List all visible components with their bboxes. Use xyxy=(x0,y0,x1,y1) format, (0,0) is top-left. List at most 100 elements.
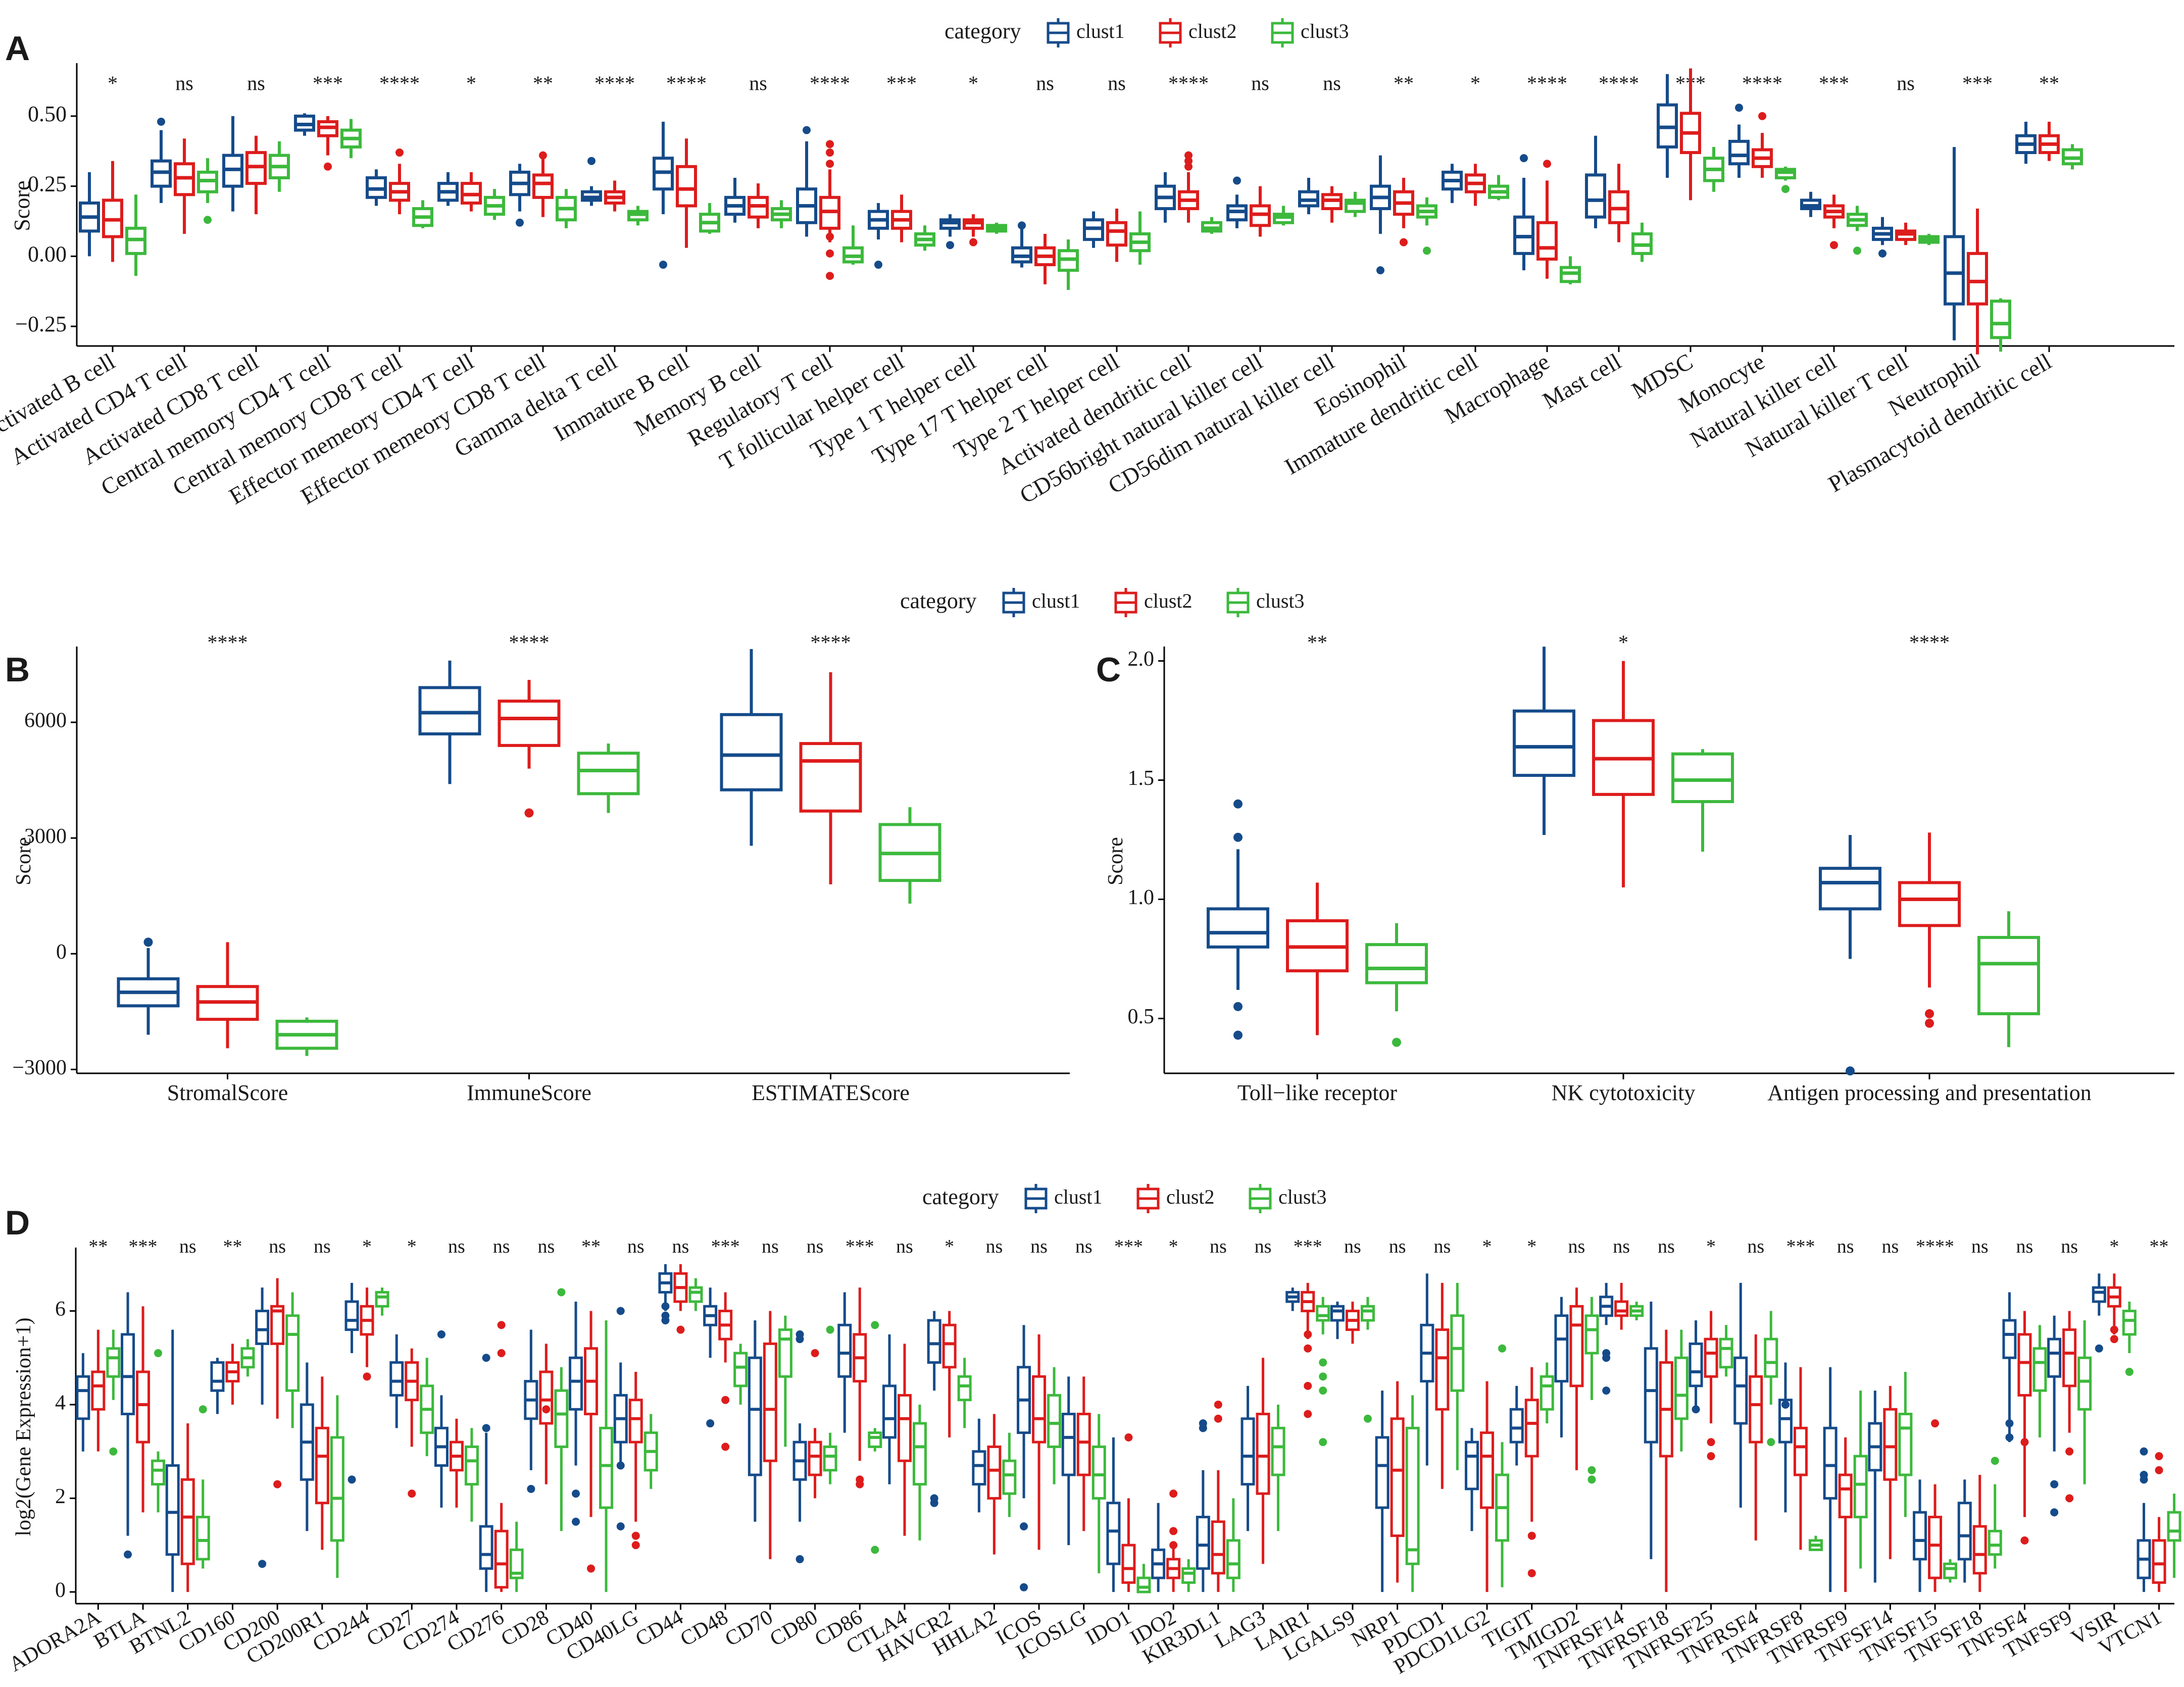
box-iqr xyxy=(1764,1337,1778,1378)
outlier-point xyxy=(2110,1325,2118,1334)
box-clust1 xyxy=(703,1287,718,1428)
outlier-point xyxy=(1735,104,1743,112)
box-clust3 xyxy=(1775,166,1796,193)
box-clust3 xyxy=(1091,1414,1106,1573)
box-iqr xyxy=(1091,1445,1106,1500)
box-clust3 xyxy=(1495,1344,1510,1587)
significance-label: ns xyxy=(672,1236,689,1257)
outlier-point xyxy=(1319,1358,1327,1367)
box-iqr xyxy=(2167,1511,2181,1542)
box-iqr xyxy=(577,752,640,796)
outlier-point xyxy=(1543,160,1551,168)
box-clust2 xyxy=(1032,1334,1047,1550)
outlier-point xyxy=(1602,1349,1611,1357)
outlier-point xyxy=(1846,1066,1855,1076)
y-tick-label: 4 xyxy=(55,1392,66,1415)
outlier-point xyxy=(363,1372,371,1381)
outlier-point xyxy=(930,1494,938,1503)
box-clust3 xyxy=(912,1404,927,1541)
legend-key-clust3 xyxy=(1249,1184,1272,1213)
box-clust2 xyxy=(1680,68,1701,201)
box-iqr xyxy=(1957,1502,1972,1561)
box-clust3 xyxy=(599,1320,614,1592)
box-iqr xyxy=(195,1515,210,1561)
box-iqr xyxy=(1002,1459,1017,1495)
box-clust3 xyxy=(627,206,649,226)
box-iqr xyxy=(210,1361,225,1392)
outlier-point xyxy=(1233,176,1241,185)
box-iqr xyxy=(1749,1375,1763,1444)
box-clust2 xyxy=(1166,1490,1181,1592)
box-clust1 xyxy=(1017,1325,1031,1592)
significance-label: * xyxy=(1527,1236,1536,1257)
significance-label: * xyxy=(362,1236,372,1257)
box-iqr xyxy=(1719,1337,1733,1369)
outlier-point xyxy=(557,1288,566,1297)
outlier-point xyxy=(1169,1541,1178,1550)
box-clust2 xyxy=(819,140,840,280)
box-iqr xyxy=(569,1356,583,1411)
significance-label: **** xyxy=(811,631,851,654)
box-clust3 xyxy=(1365,923,1428,1047)
outlier-point xyxy=(721,1443,730,1451)
box-clust3 xyxy=(464,1428,479,1522)
significance-label: ns xyxy=(175,72,193,94)
box-clust2 xyxy=(1178,151,1199,223)
box-iqr xyxy=(1076,1413,1091,1476)
y-tick-label: 6000 xyxy=(24,709,67,732)
outlier-point xyxy=(826,140,834,148)
box-clust3 xyxy=(106,1329,121,1456)
significance-label: ns xyxy=(1897,72,1915,94)
box-clust3 xyxy=(914,225,935,251)
x-tick-label: Antigen processing and presentation xyxy=(1767,1080,2092,1105)
box-clust1 xyxy=(1872,217,1893,258)
box-clust1 xyxy=(720,649,783,846)
outlier-point xyxy=(796,1330,804,1338)
box-clust1 xyxy=(1778,1362,1793,1513)
box-clust2 xyxy=(494,1321,509,1592)
box-clust3 xyxy=(1631,222,1653,262)
box-clust2 xyxy=(245,135,267,215)
box-clust3 xyxy=(1047,1367,1062,1484)
outlier-point xyxy=(258,1560,267,1568)
y-tick-label: 0.25 xyxy=(28,172,67,196)
box-clust2 xyxy=(1034,234,1056,284)
box-iqr xyxy=(1674,1356,1689,1420)
box-iqr xyxy=(1898,881,1961,927)
box-clust3 xyxy=(1764,1311,1778,1447)
box-iqr xyxy=(1271,1426,1285,1476)
significance-label: *** xyxy=(313,72,343,94)
box-clust2 xyxy=(1793,1367,1808,1550)
outlier-point xyxy=(796,1555,804,1563)
legend-key-clust1 xyxy=(1047,18,1070,47)
outlier-point xyxy=(524,808,534,818)
outlier-point xyxy=(348,1475,356,1484)
x-tick-label: CD48 xyxy=(676,1606,732,1651)
outlier-point xyxy=(946,241,954,250)
box-iqr xyxy=(799,742,862,813)
significance-label: ns xyxy=(537,1236,555,1257)
outlier-point xyxy=(1184,157,1193,165)
y-axis-label: Score xyxy=(10,180,34,231)
box-clust3 xyxy=(412,200,433,228)
outlier-point xyxy=(1520,154,1528,163)
box-clust2 xyxy=(763,1311,777,1559)
significance-label: *** xyxy=(846,1236,874,1257)
box-clust3 xyxy=(842,225,864,265)
box-iqr xyxy=(315,1426,329,1505)
box-iqr xyxy=(1207,907,1269,949)
outlier-point xyxy=(2005,1419,2014,1428)
box-clust1 xyxy=(1442,164,1463,203)
box-clust1 xyxy=(837,1292,852,1433)
box-clust3 xyxy=(1002,1432,1017,1517)
box-iqr xyxy=(1465,1441,1479,1491)
box-clust3 xyxy=(554,1288,569,1531)
outlier-point xyxy=(2110,1335,2118,1344)
box-clust2 xyxy=(1321,186,1343,223)
outlier-point xyxy=(1692,1405,1700,1414)
box-clust3 xyxy=(1488,175,1509,201)
outlier-point xyxy=(497,1321,506,1329)
box-iqr xyxy=(1513,709,1575,777)
box-clust1 xyxy=(1465,1428,1479,1531)
outlier-point xyxy=(273,1480,282,1488)
